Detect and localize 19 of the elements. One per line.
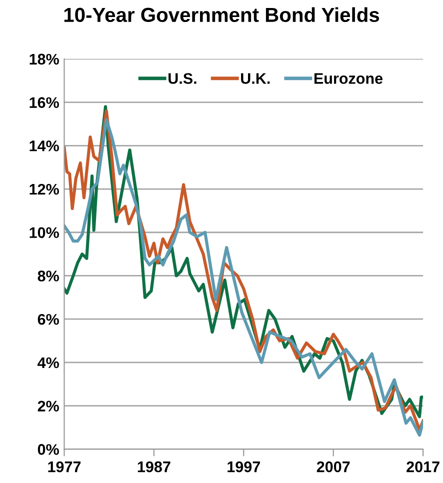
x-tick-label: 1987: [138, 461, 170, 472]
x-tick-label: 2017: [406, 461, 440, 472]
x-tick-label: 2007: [316, 461, 350, 472]
y-tick-label: 8%: [38, 270, 59, 282]
legend-label: Eurozone: [314, 73, 383, 84]
y-tick-label: 2%: [38, 400, 59, 412]
y-tick-label: 0%: [38, 444, 59, 455]
legend-label: U.S.: [168, 73, 196, 84]
y-tick-label: 10%: [30, 227, 59, 238]
x-tick-label: 1977: [48, 461, 81, 472]
y-tick-label: 4%: [38, 357, 59, 368]
y-tick-label: 16%: [30, 97, 59, 108]
y-tick-label: 6%: [38, 314, 59, 325]
y-tick-label: 12%: [30, 184, 59, 195]
legend-label: U.K.: [241, 73, 270, 84]
chart-title: 10-Year Government Bond Yields: [64, 7, 380, 22]
x-tick-label: 1997: [228, 461, 260, 472]
y-tick-label: 14%: [30, 140, 59, 152]
y-tick-label: 18%: [30, 54, 59, 65]
